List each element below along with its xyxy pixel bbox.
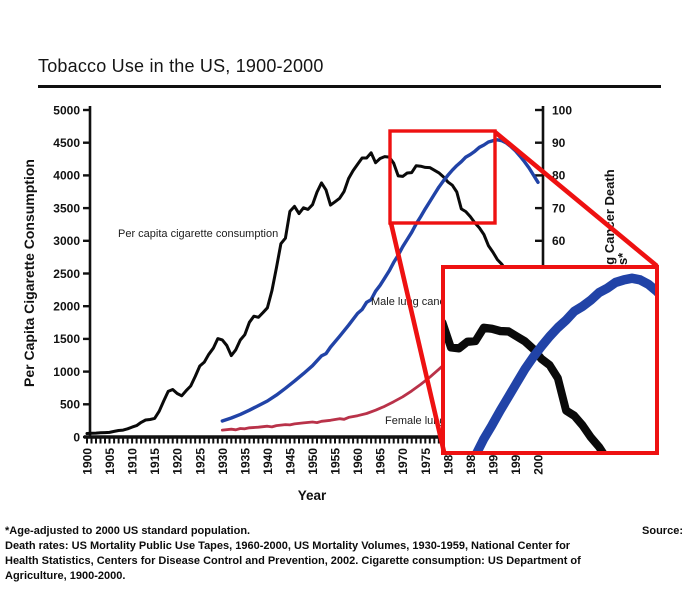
right-tick-label: 100 <box>552 103 572 117</box>
x-tick-label: 1955 <box>329 448 343 475</box>
x-tick-label: 1935 <box>238 448 252 475</box>
x-tick-label: 1975 <box>419 448 433 475</box>
zoom-inset-chart <box>445 273 655 451</box>
right-tick-label: 60 <box>552 234 566 248</box>
left-tick-label: 3500 <box>53 201 80 215</box>
x-tick-label: 1910 <box>126 448 140 475</box>
right-tick-label: 70 <box>552 201 566 215</box>
x-tick-label: 1950 <box>306 448 320 475</box>
x-tick-label: 1945 <box>283 448 297 475</box>
x-tick-label: 1940 <box>261 448 275 475</box>
title-underline <box>38 85 661 88</box>
left-tick-label: 2500 <box>53 267 80 281</box>
x-tick-label: 1960 <box>351 448 365 475</box>
left-tick-label: 500 <box>60 398 80 412</box>
right-tick-label: 80 <box>552 169 566 183</box>
left-tick-label: 1500 <box>53 332 80 346</box>
left-tick-label: 4500 <box>53 136 80 150</box>
age-adjusted-footnote: *Age-adjusted to 2000 US standard popula… <box>5 525 251 537</box>
footnote-line: *Age-adjusted to 2000 US standard popula… <box>5 524 683 539</box>
right-tick-label: 90 <box>552 136 566 150</box>
male-lung-cancer-line-inset <box>472 273 655 451</box>
consumption-line-inset <box>445 319 607 451</box>
x-tick-label: 1905 <box>103 448 117 475</box>
footnote-line: Health Statistics, Centers for Disease C… <box>5 555 581 567</box>
footnote-line: Death rates: US Mortality Public Use Tap… <box>5 540 571 552</box>
x-axis-title: Year <box>298 488 327 503</box>
x-tick-label: 1925 <box>193 448 207 475</box>
x-tick-label: 1920 <box>171 448 185 475</box>
left-tick-label: 0 <box>73 430 80 444</box>
x-tick-label: 1965 <box>374 448 388 475</box>
x-tick-label: 1970 <box>396 448 410 475</box>
left-tick-label: 5000 <box>53 103 80 117</box>
inset-series-layer <box>445 273 655 451</box>
left-tick-label: 1000 <box>53 365 80 379</box>
consumption-series-label: Per capita cigarette consumption <box>118 228 278 240</box>
left-tick-label: 4000 <box>53 169 80 183</box>
x-tick-label: 1930 <box>216 448 230 475</box>
zoom-inset-panel <box>441 265 659 455</box>
footer-notes: *Age-adjusted to 2000 US standard popula… <box>5 524 683 584</box>
footnote-line: Agriculture, 1900-2000. <box>5 570 126 582</box>
left-tick-label: 3000 <box>53 234 80 248</box>
x-tick-label: 1915 <box>148 448 162 475</box>
page-title: Tobacco Use in the US, 1900-2000 <box>38 56 324 76</box>
source-label: Source: <box>642 525 683 537</box>
left-axis-title: Per Capita Cigarette Consumption <box>21 159 37 387</box>
left-tick-label: 2000 <box>53 300 80 314</box>
x-tick-label: 1900 <box>81 448 95 475</box>
